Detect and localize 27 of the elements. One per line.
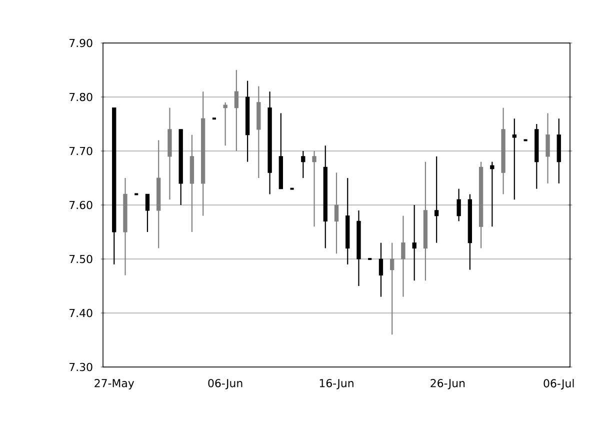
candlestick bbox=[546, 112, 550, 184]
candlestick bbox=[378, 242, 384, 298]
candlestick bbox=[412, 204, 416, 282]
x-tick-label: 06-Jul bbox=[544, 378, 574, 390]
y-tick-label: 7.70 bbox=[70, 146, 92, 156]
x-tick-label: 27-May bbox=[94, 378, 134, 390]
y-tick-label: 7.90 bbox=[70, 38, 92, 48]
candlestick bbox=[512, 118, 516, 200]
candlestick bbox=[490, 161, 494, 228]
y-tick-label: 7.60 bbox=[70, 200, 92, 210]
y-tick-label: 7.50 bbox=[70, 254, 92, 264]
x-tick-label: 06-Jun bbox=[208, 378, 242, 390]
candlestick bbox=[390, 242, 394, 336]
y-tick-label: 7.30 bbox=[70, 362, 92, 372]
y-tick-label: 7.80 bbox=[70, 92, 92, 102]
candlestick bbox=[334, 172, 339, 254]
candlestick bbox=[301, 150, 306, 179]
candlestick bbox=[434, 156, 439, 244]
candlestick bbox=[312, 150, 316, 228]
x-tick-label: 16-Jun bbox=[320, 378, 354, 390]
candlestick bbox=[223, 102, 228, 146]
x-tick-label: 26-Jun bbox=[430, 378, 465, 390]
candlestick bbox=[145, 194, 150, 233]
candlestick bbox=[456, 188, 461, 222]
candlestick bbox=[401, 215, 406, 298]
candlestick bbox=[234, 69, 239, 152]
y-tick-label: 7.40 bbox=[70, 308, 92, 318]
